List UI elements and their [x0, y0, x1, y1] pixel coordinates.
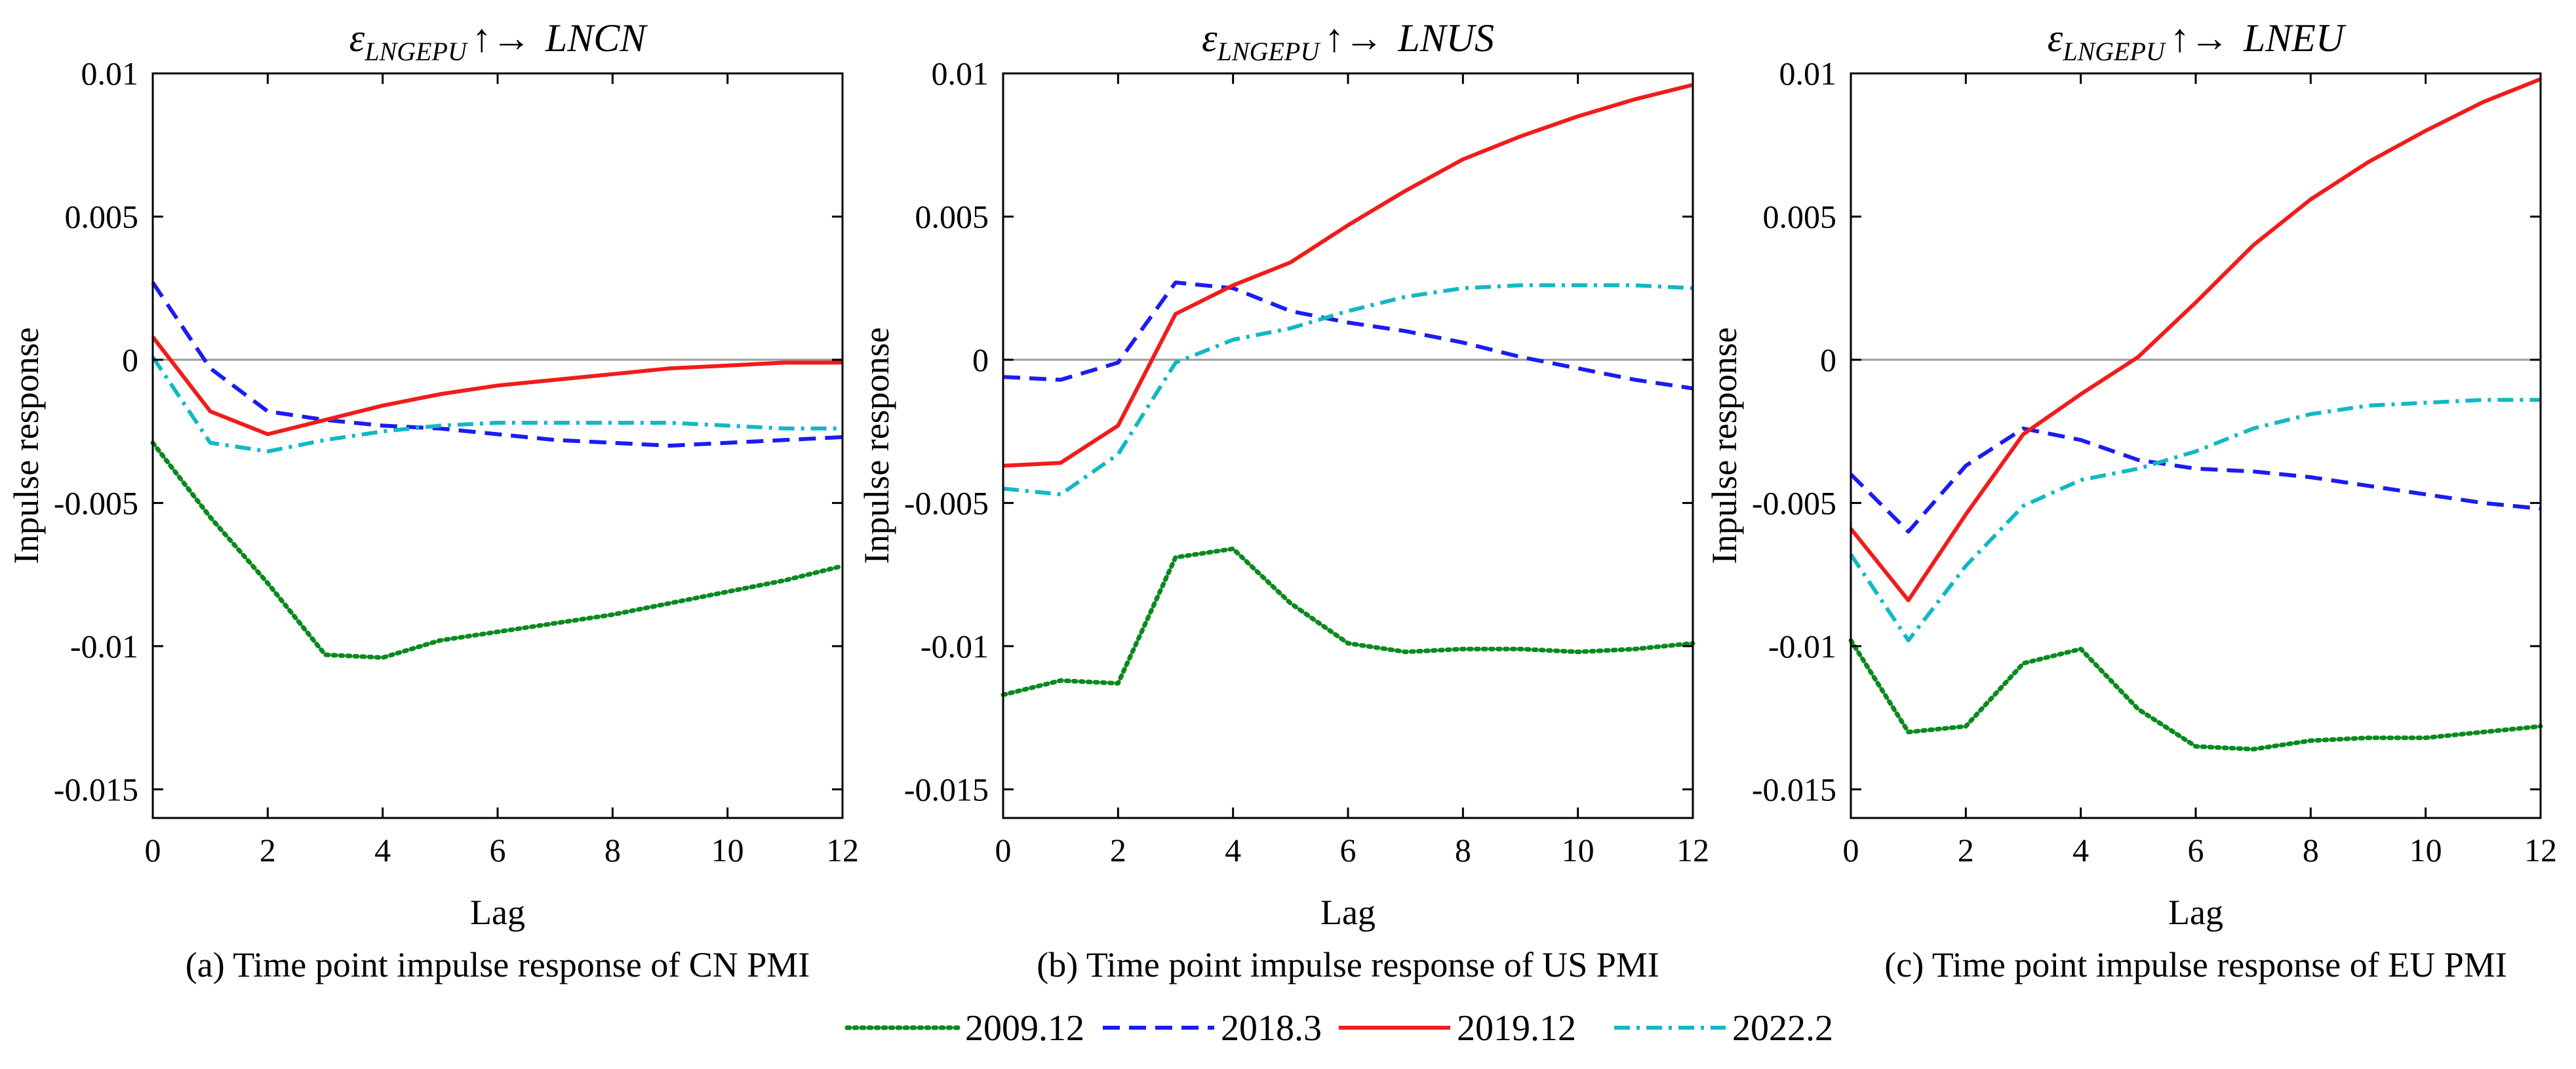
- title-epsilon: ε: [349, 16, 365, 60]
- y-tick-label: -0.005: [1752, 484, 1836, 521]
- title-arrow: ↑→: [472, 16, 531, 60]
- y-tick-label: 0: [122, 341, 138, 378]
- legend-item-2009-12: 2009.12: [844, 1008, 1084, 1049]
- x-tick-label: 0: [145, 832, 161, 868]
- x-tick-label: 0: [1843, 832, 1859, 868]
- title-arrow: ↑→: [2170, 16, 2229, 60]
- x-tick-label: 8: [2303, 832, 2319, 868]
- panel-title: εLNGEPU ↑→ LNUS: [1202, 16, 1494, 66]
- x-tick-label: 2: [1958, 832, 1974, 868]
- x-tick-label: 0: [995, 832, 1012, 868]
- series-line-2009-12: [1848, 638, 2543, 752]
- series-line-2009-12: [1001, 546, 1695, 697]
- y-tick-label: -0.015: [904, 771, 989, 807]
- series-line-2022-2: [1002, 283, 1694, 497]
- panel-caption: (c) Time point impulse response of EU PM…: [1884, 945, 2507, 984]
- panel-caption: (b) Time point impulse response of US PM…: [1037, 945, 1659, 984]
- y-tick-label: -0.015: [54, 771, 138, 807]
- panel-title: εLNGEPU ↑→ LNEU: [2048, 16, 2347, 66]
- y-tick-label: -0.005: [54, 484, 138, 521]
- series-line-2022-2: [1849, 398, 2541, 643]
- title-target: LNEU: [2243, 16, 2347, 60]
- x-axis-label: Lag: [470, 893, 525, 932]
- legend: 2009.12 2018.3 2019.12 2022.2: [844, 1008, 1833, 1049]
- x-axis-label: Lag: [2168, 893, 2223, 932]
- title-epsilon: ε: [2048, 16, 2063, 60]
- y-tick-label: 0.005: [1763, 198, 1837, 235]
- y-tick-label: -0.015: [1752, 771, 1836, 807]
- axes-box: [151, 72, 844, 819]
- series-line-2022-2: [151, 355, 842, 454]
- x-tick-label: 12: [1676, 832, 1709, 868]
- series-line-2019-12: [151, 336, 842, 437]
- x-tick-label: 8: [604, 832, 621, 868]
- legend-label: 2019.12: [1457, 1008, 1576, 1049]
- y-tick-label: 0: [972, 341, 989, 378]
- y-tick-label: -0.01: [1768, 628, 1836, 665]
- title-epsilon: ε: [1202, 16, 1218, 60]
- y-tick-label: 0: [1820, 341, 1836, 378]
- x-tick-label: 12: [826, 832, 859, 868]
- title-subscript: LNGEPU: [364, 37, 469, 66]
- y-tick-label: 0.01: [1779, 55, 1837, 92]
- x-tick-label: 2: [260, 832, 276, 868]
- series-line-2019-12: [1849, 77, 2542, 602]
- x-tick-label: 10: [2409, 832, 2442, 868]
- x-tick-label: 8: [1455, 832, 1471, 868]
- x-tick-label: 6: [1340, 832, 1357, 868]
- x-tick-label: 4: [2072, 832, 2089, 868]
- legend-label: 2022.2: [1732, 1008, 1833, 1049]
- axes-box: [1850, 72, 2542, 819]
- y-tick-label: 0.01: [81, 55, 139, 92]
- y-axis-label: Inpulse response: [1705, 327, 1744, 564]
- title-subscript: LNGEPU: [1217, 37, 1322, 66]
- legend-item-2019-12: 2019.12: [1339, 1008, 1576, 1049]
- axes-box: [1002, 72, 1694, 819]
- x-axis-label: Lag: [1320, 893, 1376, 932]
- series-line-2018-3: [1002, 281, 1694, 391]
- legend-item-2022-2: 2022.2: [1614, 1008, 1833, 1049]
- title-target: LNCN: [545, 16, 648, 60]
- legend-item-2018-3: 2018.3: [1103, 1008, 1322, 1049]
- y-axis-label: Inpulse response: [857, 327, 896, 564]
- y-tick-label: -0.01: [921, 628, 989, 665]
- series-line-2009-12: [150, 440, 845, 660]
- title-target: LNUS: [1397, 16, 1494, 60]
- legend-label: 2018.3: [1221, 1008, 1322, 1049]
- x-tick-label: 6: [2188, 832, 2204, 868]
- series-line-2018-3: [1849, 426, 2541, 534]
- x-tick-label: 2: [1110, 832, 1126, 868]
- title-subscript: LNGEPU: [2062, 37, 2167, 66]
- series-line-2019-12: [1002, 83, 1694, 468]
- panel-caption: (a) Time point impulse response of CN PM…: [186, 945, 810, 984]
- y-axis-label: Inpulse response: [7, 327, 46, 564]
- y-tick-label: 0.005: [65, 198, 139, 235]
- y-tick-label: 0.01: [932, 55, 989, 92]
- x-tick-label: 10: [1562, 832, 1595, 868]
- x-tick-label: 4: [374, 832, 391, 868]
- series-line-2018-3: [151, 281, 843, 448]
- y-tick-label: 0.005: [915, 198, 989, 235]
- x-tick-label: 10: [711, 832, 744, 868]
- panel-title: εLNGEPU ↑→ LNCN: [349, 16, 648, 66]
- legend-label: 2009.12: [965, 1008, 1084, 1049]
- y-tick-label: -0.005: [904, 484, 989, 521]
- x-tick-label: 12: [2524, 832, 2557, 868]
- y-tick-label: -0.01: [70, 628, 138, 665]
- x-tick-label: 4: [1225, 832, 1241, 868]
- title-arrow: ↑→: [1324, 16, 1383, 60]
- x-tick-label: 6: [490, 832, 506, 868]
